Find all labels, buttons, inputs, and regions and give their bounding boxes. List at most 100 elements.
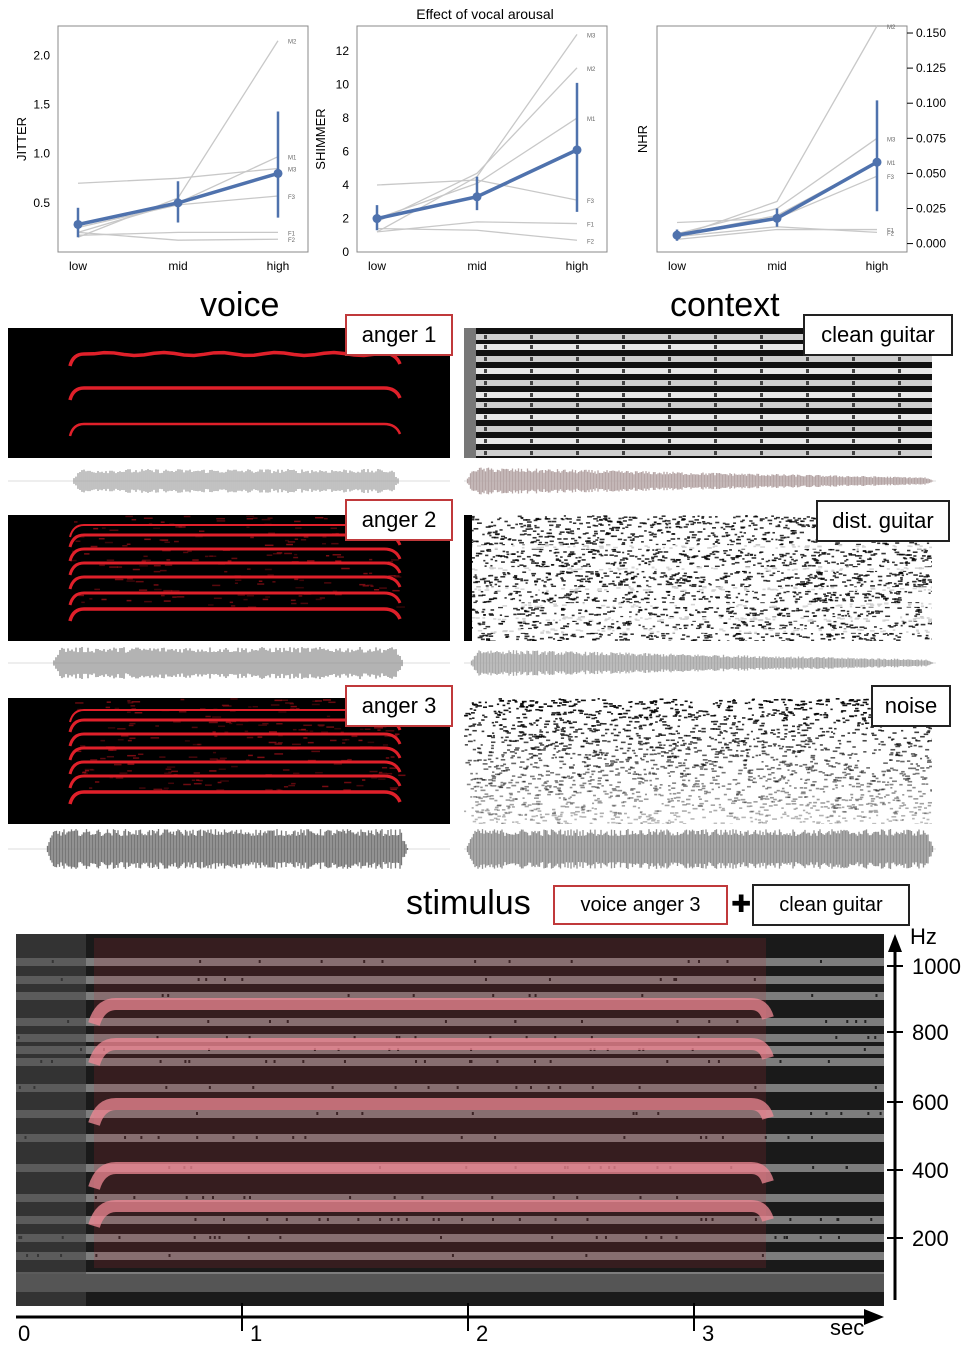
noise-speck — [813, 541, 818, 543]
note-onset — [806, 403, 809, 407]
y-tick-label: 12 — [336, 44, 350, 58]
noise-speck — [831, 561, 836, 564]
noise-speck — [865, 698, 869, 701]
noise-speck — [856, 699, 861, 701]
noise-speck — [577, 753, 582, 756]
noise-speck — [290, 599, 296, 602]
noise-speck — [767, 778, 772, 781]
noise-speck — [799, 531, 805, 534]
noise-speck — [504, 556, 508, 558]
noise-speck — [99, 564, 105, 567]
noise-speck — [830, 606, 835, 609]
noise-speck — [830, 803, 834, 806]
noise-speck — [656, 820, 660, 822]
noise-speck — [838, 742, 842, 745]
noise-speck — [574, 562, 578, 564]
harmonic-band — [464, 344, 932, 350]
noise-speck — [595, 741, 600, 743]
noise-speck — [84, 769, 90, 772]
noise-speck — [772, 818, 777, 820]
noise-speck — [742, 723, 745, 726]
noise-speck — [512, 559, 517, 562]
harmonic-band — [68, 774, 402, 789]
noise-speck — [747, 614, 750, 617]
noise-speck — [634, 761, 639, 763]
noise-speck — [631, 576, 635, 579]
noise-speck — [561, 580, 566, 582]
noise-speck — [578, 556, 582, 559]
noise-speck — [783, 717, 788, 719]
noise-speck — [474, 574, 477, 576]
noise-speck — [873, 780, 876, 782]
noise-speck — [681, 553, 686, 556]
noise-speck — [930, 790, 932, 792]
noise-speck — [506, 572, 510, 574]
noise-speck — [816, 822, 820, 824]
noise-speck — [841, 633, 844, 635]
noise-speck — [844, 763, 848, 765]
note-onset — [714, 369, 717, 373]
noise-speck — [759, 518, 765, 520]
noise-speck — [773, 712, 777, 714]
noise-speck — [733, 612, 737, 615]
noise-speck — [502, 572, 506, 574]
noise-speck — [822, 790, 826, 793]
noise-speck — [498, 711, 503, 714]
noise-speck — [812, 517, 816, 520]
noise-speck — [90, 769, 95, 771]
noise-speck — [893, 638, 896, 640]
note-onset — [622, 393, 625, 397]
noise-speck — [787, 519, 793, 521]
noise-speck — [823, 713, 829, 716]
noise-speck — [665, 580, 669, 583]
noise-speck — [503, 573, 507, 576]
noise-speck — [638, 737, 641, 739]
noise-speck — [561, 518, 565, 521]
noise-speck — [904, 775, 910, 777]
noise-speck — [805, 723, 808, 726]
note-onset — [576, 451, 579, 455]
noise-speck — [520, 525, 524, 528]
noise-speck — [526, 639, 531, 641]
noise-speck — [614, 812, 619, 814]
noise-speck — [134, 711, 143, 714]
noise-speck — [105, 706, 111, 709]
noise-speck — [547, 705, 553, 707]
noise-speck — [873, 749, 877, 751]
noise-speck — [183, 515, 191, 518]
noise-speck — [620, 615, 624, 618]
noise-speck — [846, 740, 852, 743]
noise-speck — [588, 613, 594, 616]
noise-speck — [821, 586, 825, 588]
noise-speck — [611, 626, 615, 629]
noise-speck — [689, 531, 695, 533]
noise-speck — [638, 726, 643, 728]
noise-speck — [295, 527, 302, 529]
noise-speck — [697, 538, 701, 540]
y-tick-label: 0.100 — [916, 96, 946, 110]
noise-speck — [492, 734, 495, 737]
noise-speck — [663, 767, 668, 769]
noise-speck — [926, 575, 930, 578]
noise-speck — [655, 636, 659, 638]
noise-speck — [534, 580, 539, 582]
noise-speck — [823, 599, 827, 602]
note-onset — [714, 451, 717, 455]
noise-speck — [760, 610, 764, 612]
noise-speck — [784, 750, 788, 753]
noise-speck — [604, 554, 608, 556]
noise-speck — [735, 783, 738, 786]
noise-speck — [740, 527, 745, 529]
noise-speck — [759, 724, 765, 727]
noise-speck — [262, 722, 269, 725]
noise-speck — [551, 814, 557, 817]
noise-speck — [791, 610, 796, 612]
noise-speck — [734, 717, 737, 719]
noise-speck — [665, 575, 668, 578]
noise-speck — [922, 581, 927, 583]
noise-speck — [278, 734, 283, 737]
noise-speck — [685, 798, 691, 801]
noise-speck — [921, 549, 924, 552]
noise-speck — [770, 635, 774, 638]
noise-speck — [499, 529, 503, 531]
